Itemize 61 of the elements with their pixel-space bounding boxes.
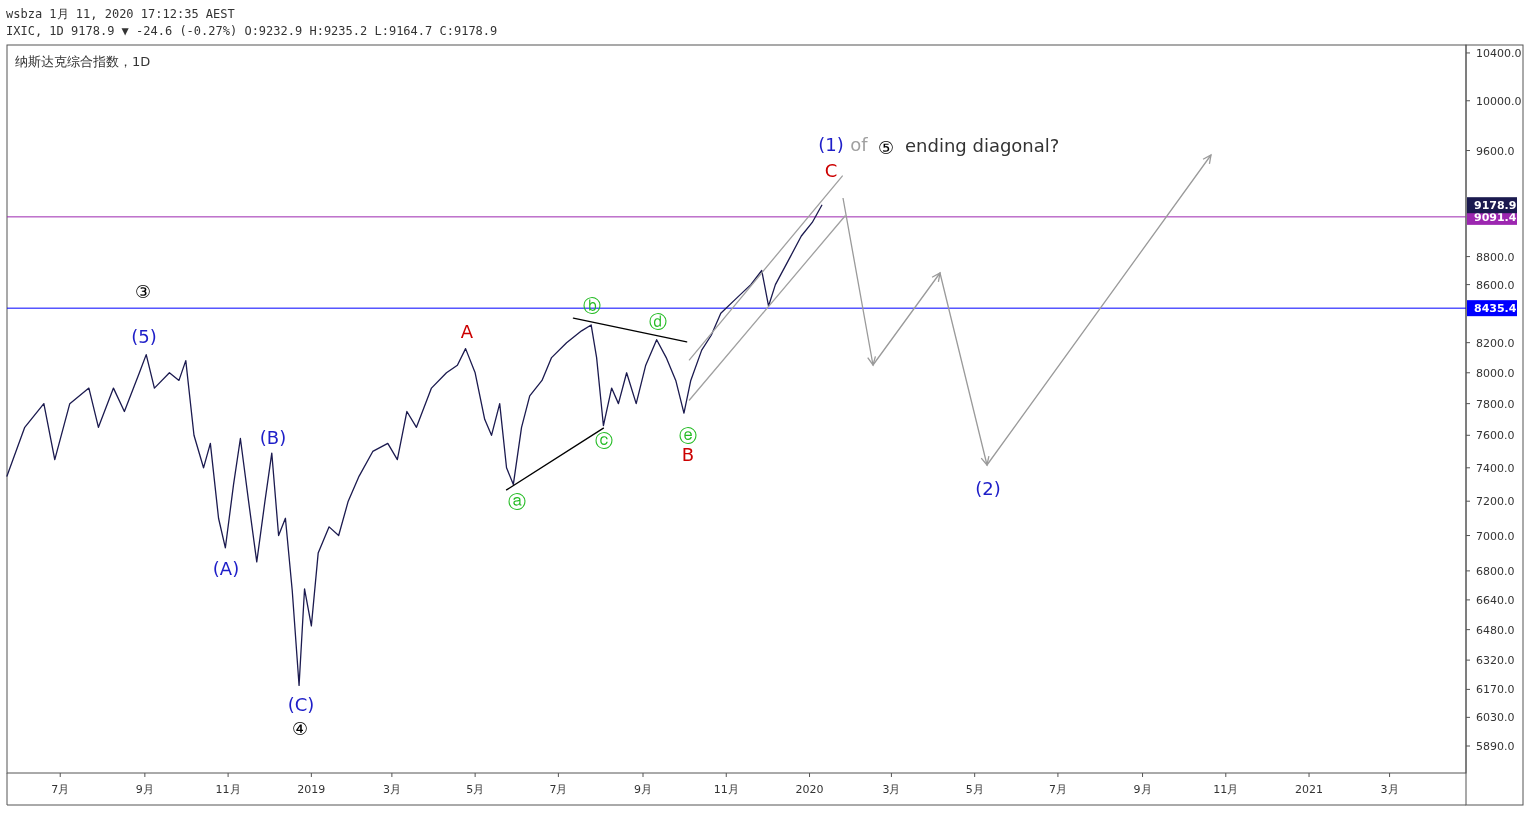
annotation: B [681,444,695,465]
annotation: (1) [818,134,844,155]
text: 纳斯达克综合指数，1D [15,54,151,69]
x-tick-label: 9月 [135,783,154,796]
annotation: (5) [131,326,157,347]
y-tick-label: 6320.0 [1476,654,1515,668]
y-tick-label: 8600.0 [1476,278,1515,292]
annotation: ⑤ [877,137,895,158]
x-tick-label: 3月 [882,783,901,796]
y-tick-label: 9600.0 [1476,144,1515,158]
y-tick-label: 5890.0 [1476,740,1515,754]
y-tick-label: 8200.0 [1476,336,1515,350]
annotation: ⓐ [508,491,526,512]
y-tick-label: 10000.0 [1476,94,1522,108]
y-tick-label: 6640.0 [1476,593,1515,607]
y-tick-label: 6170.0 [1476,683,1515,697]
annotation: ending diagonal? [905,135,1060,156]
y-tick-label: 10400.0 [1476,46,1522,60]
annotation: (B) [259,427,287,448]
annotation: ⓓ [649,311,667,332]
annotation: C [824,160,838,181]
x-tick-label: 11月 [713,783,739,796]
x-tick-label: 2020 [795,783,824,796]
x-tick-label: 2021 [1295,783,1324,796]
x-tick-label: 11月 [1213,783,1239,796]
annotation: ⓔ [679,425,697,446]
text: 9178.9 [1474,199,1517,213]
x-tick-label: 3月 [382,783,401,796]
x-tick-label: 5月 [965,783,984,796]
x-tick-label: 2019 [297,783,326,796]
x-tick-label: 5月 [466,783,485,796]
x-tick-label: 3月 [1380,783,1399,796]
annotation: of [850,134,869,155]
x-tick-label: 7月 [51,783,70,796]
text: IXIC, 1D 9178.9 ▼ -24.6 (-0.27%) O:9232.9 H:9235.2 L:9164.7 C:9178.9 [6,24,498,38]
x-tick-label: 9月 [634,783,653,796]
y-tick-label: 6800.0 [1476,564,1515,578]
y-tick-label: 7400.0 [1476,461,1515,475]
y-tick-label: 7200.0 [1476,495,1515,509]
ref-line-label: 8435.4 [1474,302,1517,316]
y-tick-label: 7600.0 [1476,429,1515,443]
x-tick-label: 11月 [215,783,241,796]
y-tick-label: 7000.0 [1476,529,1515,543]
y-tick-label: 6480.0 [1476,623,1515,637]
x-tick-label: 7月 [1048,783,1067,796]
text: wsbza 1月 11, 2020 17:12:35 AEST [6,7,235,21]
ref-line-label: 9091.4 [1474,210,1517,224]
line-series [6,204,823,687]
y-tick-label: 7800.0 [1476,397,1515,411]
x-tick-label: 9月 [1133,783,1152,796]
x-tick-label: 7月 [549,783,568,796]
annotation: ③ [134,281,152,302]
y-tick-label: 8000.0 [1476,366,1515,380]
y-tick-label: 8800.0 [1476,250,1515,264]
y-tick-label: 6030.0 [1476,711,1515,725]
annotation: (A) [212,558,240,579]
annotation: (C) [287,694,315,715]
annotation: ⓒ [595,430,613,451]
annotation: ④ [291,718,309,739]
annotation: (2) [975,478,1001,499]
annotation: A [460,321,474,342]
